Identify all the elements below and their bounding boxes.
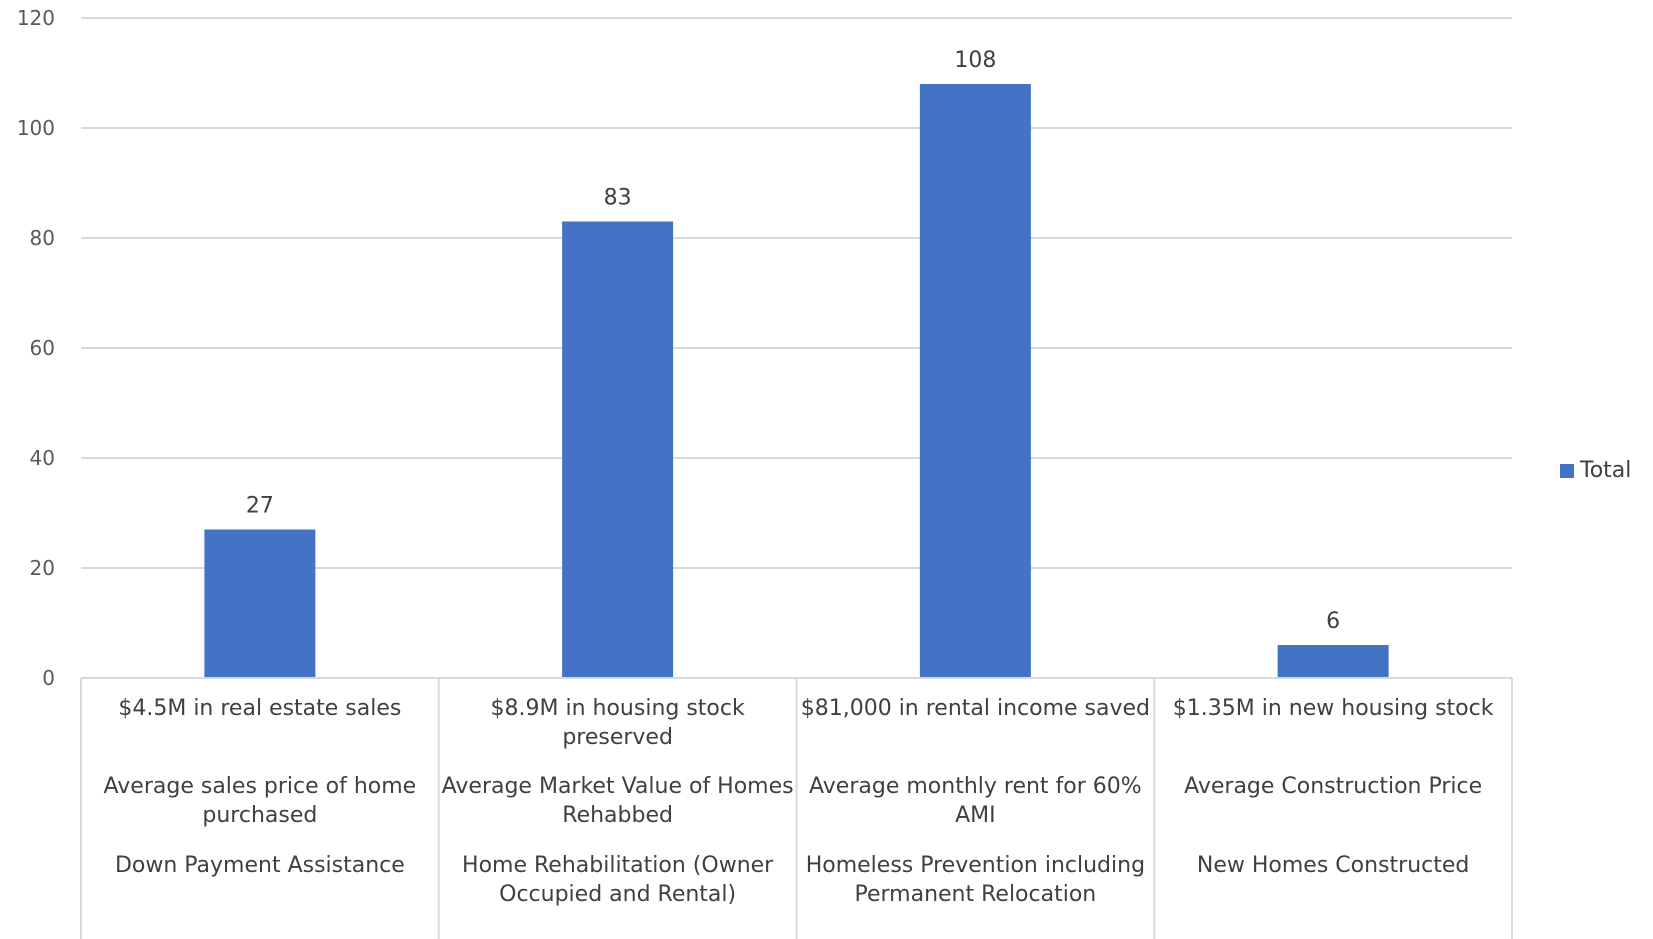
category-table-lines [80,677,1513,939]
bar [562,221,674,678]
category-label: $8.9M in housing stock preserved [490,696,745,750]
y-tick-label: 40 [30,446,55,470]
bars [204,84,1389,678]
bar [919,84,1031,678]
data-label: 27 [246,494,274,519]
category-label: Average Market Value of Homes Rehabbed [441,774,794,828]
data-label: 83 [604,186,632,211]
category-label: $1.35M in new housing stock [1172,696,1494,721]
y-tick-label: 120 [17,6,55,30]
data-label: 6 [1326,609,1340,634]
y-axis-ticks: 0 20 40 60 80 100 120 [17,6,55,690]
category-label: $81,000 in rental income saved [800,696,1151,721]
data-label: 108 [954,48,996,73]
gridlines [81,17,1512,679]
y-tick-label: 20 [30,556,55,580]
y-tick-label: 0 [42,666,55,690]
data-labels: 27 83 108 6 [246,48,1340,634]
category-label: Home Rehabilitation (Owner Occupied and … [462,853,774,907]
y-tick-label: 80 [30,226,55,250]
category-label: Average monthly rent for 60% AMI [809,774,1142,828]
category-label: Down Payment Assistance [114,853,405,878]
category-label: Average sales price of home purchased [103,774,417,828]
category-label: Average Construction Price [1184,774,1483,799]
y-tick-label: 100 [17,116,55,140]
category-label: $4.5M in real estate sales [118,696,402,721]
legend-swatch [1560,463,1574,478]
bar [204,529,316,678]
category-label: Homeless Prevention including Permanent … [805,853,1146,907]
category-label: New Homes Constructed [1196,853,1470,878]
legend-label: Total [1580,458,1632,483]
legend: Total [1560,458,1631,483]
y-tick-label: 60 [30,336,55,360]
bar [1277,645,1389,678]
